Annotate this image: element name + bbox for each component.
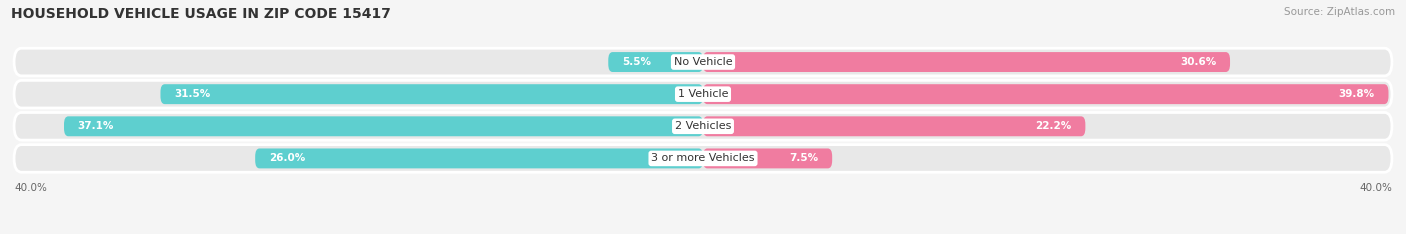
FancyBboxPatch shape: [65, 116, 703, 136]
FancyBboxPatch shape: [703, 84, 1389, 104]
Text: 26.0%: 26.0%: [269, 154, 305, 163]
Text: Source: ZipAtlas.com: Source: ZipAtlas.com: [1284, 7, 1395, 17]
Text: 5.5%: 5.5%: [621, 57, 651, 67]
FancyBboxPatch shape: [14, 48, 1392, 76]
Text: 39.8%: 39.8%: [1339, 89, 1375, 99]
Text: 22.2%: 22.2%: [1035, 121, 1071, 131]
FancyBboxPatch shape: [703, 52, 1230, 72]
FancyBboxPatch shape: [14, 113, 1392, 140]
Legend: Owner-occupied, Renter-occupied: Owner-occupied, Renter-occupied: [581, 231, 825, 234]
Text: No Vehicle: No Vehicle: [673, 57, 733, 67]
Text: 30.6%: 30.6%: [1180, 57, 1216, 67]
FancyBboxPatch shape: [14, 145, 1392, 172]
FancyBboxPatch shape: [14, 80, 1392, 108]
FancyBboxPatch shape: [160, 84, 703, 104]
FancyBboxPatch shape: [609, 52, 703, 72]
Text: 3 or more Vehicles: 3 or more Vehicles: [651, 154, 755, 163]
FancyBboxPatch shape: [256, 148, 703, 168]
FancyBboxPatch shape: [703, 148, 832, 168]
Text: 40.0%: 40.0%: [14, 183, 46, 193]
FancyBboxPatch shape: [703, 116, 1085, 136]
Text: 2 Vehicles: 2 Vehicles: [675, 121, 731, 131]
Text: 40.0%: 40.0%: [1360, 183, 1392, 193]
Text: 7.5%: 7.5%: [789, 154, 818, 163]
Text: 31.5%: 31.5%: [174, 89, 211, 99]
Text: 1 Vehicle: 1 Vehicle: [678, 89, 728, 99]
Text: HOUSEHOLD VEHICLE USAGE IN ZIP CODE 15417: HOUSEHOLD VEHICLE USAGE IN ZIP CODE 1541…: [11, 7, 391, 21]
Text: 37.1%: 37.1%: [77, 121, 114, 131]
